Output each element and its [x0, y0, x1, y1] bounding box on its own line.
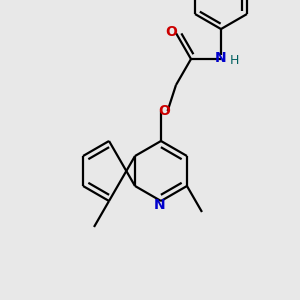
Text: N: N [154, 198, 165, 212]
Text: O: O [159, 104, 170, 118]
Text: N: N [215, 50, 227, 64]
Text: H: H [230, 54, 239, 67]
Text: O: O [166, 25, 177, 39]
